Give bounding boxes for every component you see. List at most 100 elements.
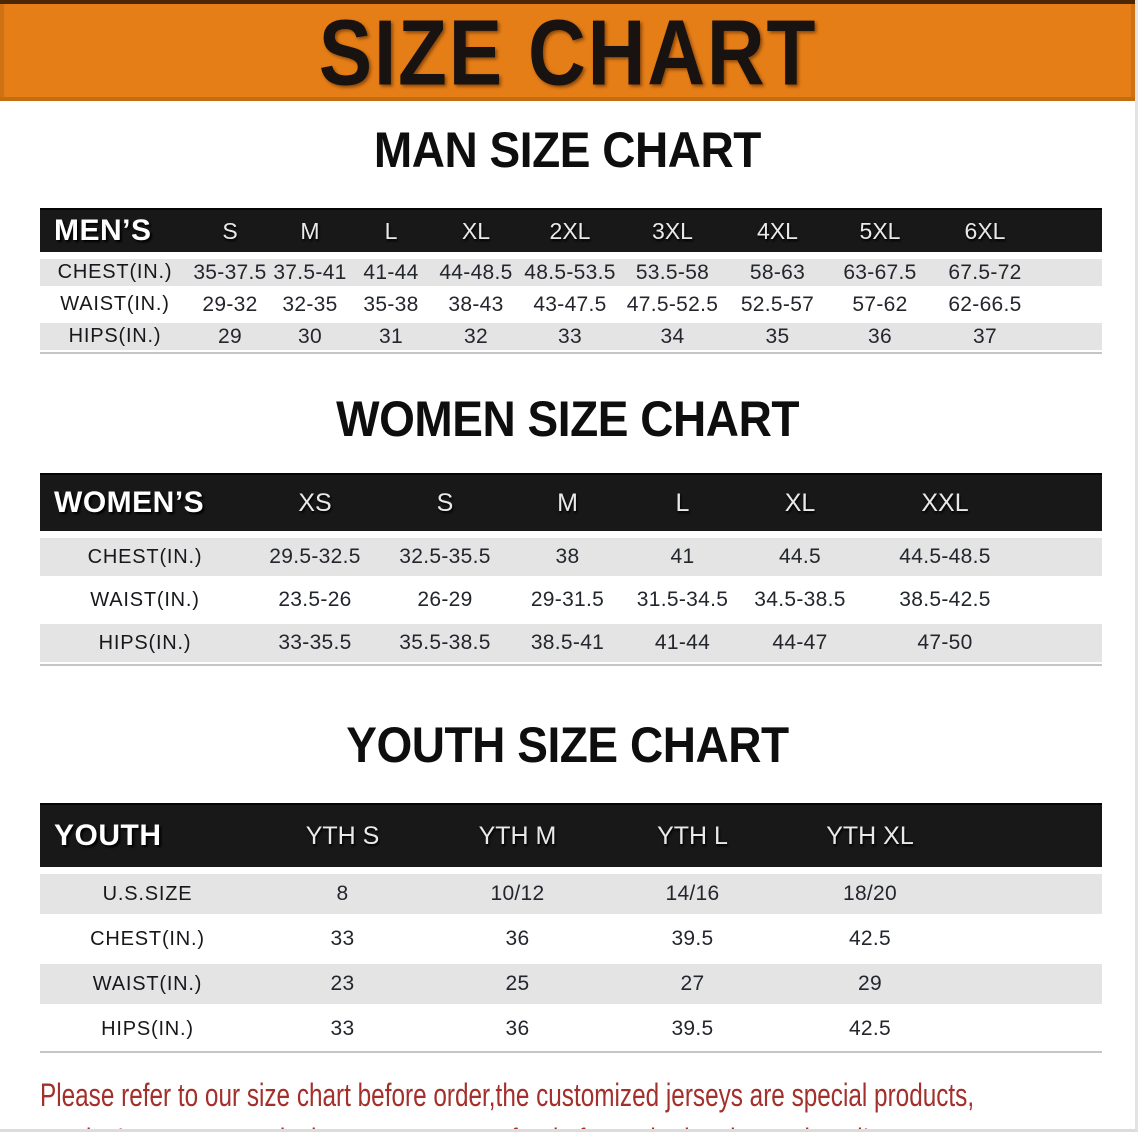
size-cell: 47-50 [860,621,1030,664]
size-cell: 44.5-48.5 [860,535,1030,578]
filler-cell [1040,288,1102,320]
size-cell: 31 [350,320,432,352]
size-cell: 23 [255,961,430,1006]
column-header: 2XL [520,208,620,256]
size-cell: 14/16 [605,871,780,916]
filler-cell [960,1006,1102,1051]
size-cell: 29.5-32.5 [250,535,380,578]
size-cell: 23.5-26 [250,578,380,621]
size-cell: 42.5 [780,916,960,961]
size-cell: 27 [605,961,780,1006]
men-chart-heading-text: MAN SIZE CHART [373,122,762,178]
row-label: CHEST(IN.) [40,535,250,578]
size-cell: 33 [255,916,430,961]
column-header: XS [250,473,380,535]
table-row: HIPS(IN.) 33 36 39.5 42.5 [40,1006,1102,1051]
youth-chart-heading: YOUTH SIZE CHART [0,720,1135,778]
header-row: YOUTH YTH S YTH M YTH L YTH XL [40,803,1102,871]
size-cell: 35-38 [350,288,432,320]
size-cell: 26-29 [380,578,510,621]
filler-cell [1030,535,1102,578]
size-cell: 38.5-42.5 [860,578,1030,621]
size-cell: 42.5 [780,1006,960,1051]
size-cell: 35 [725,320,830,352]
column-header: L [350,208,432,256]
size-cell: 67.5-72 [930,256,1040,288]
row-label: U.S.SIZE [40,871,255,916]
table-row: CHEST(IN.) 29.5-32.5 32.5-35.5 38 41 44.5 44.5… [40,535,1102,578]
size-cell: 57-62 [830,288,930,320]
row-label: WAIST(IN.) [40,961,255,1006]
size-cell: 29-31.5 [510,578,625,621]
table-row: U.S.SIZE 8 10/12 14/16 18/20 [40,871,1102,916]
size-cell: 32-35 [270,288,350,320]
size-cell: 34.5-38.5 [740,578,860,621]
size-cell: 30 [270,320,350,352]
filler-cell [960,916,1102,961]
row-label: CHEST(IN.) [40,916,255,961]
size-cell: 8 [255,871,430,916]
column-header: YTH XL [780,803,960,871]
size-cell: 33 [520,320,620,352]
size-cell: 43-47.5 [520,288,620,320]
size-cell: 37 [930,320,1040,352]
size-cell: 53.5-58 [620,256,725,288]
men-size-table: MEN’S S M L XL 2XL 3XL 4XL 5XL 6XL CHEST(IN.) 35-37… [40,208,1102,354]
banner-title: SIZE CHART [318,0,817,105]
size-cell: 29 [190,320,270,352]
column-header: YTH M [430,803,605,871]
table-row: CHEST(IN.) 33 36 39.5 42.5 [40,916,1102,961]
size-cell: 62-66.5 [930,288,1040,320]
column-header: 4XL [725,208,830,256]
size-cell: 41-44 [625,621,740,664]
size-cell: 36 [430,1006,605,1051]
size-cell: 41-44 [350,256,432,288]
banner: SIZE CHART [0,0,1135,101]
table-row: CHEST(IN.) 35-37.5 37.5-41 41-44 44-48.5 48.5… [40,256,1102,288]
size-cell: 39.5 [605,916,780,961]
size-cell: 44-48.5 [432,256,520,288]
size-cell: 35-37.5 [190,256,270,288]
column-header: 5XL [830,208,930,256]
column-header: YTH S [255,803,430,871]
size-cell: 38.5-41 [510,621,625,664]
table-corner-label: WOMEN’S [40,473,250,535]
size-cell: 25 [430,961,605,1006]
header-row: WOMEN’S XS S M L XL XXL [40,473,1102,535]
filler-cell [1040,320,1102,352]
row-label: HIPS(IN.) [40,320,190,352]
footer-note-line-2: we don't accept cancel, change, teturn o… [40,1118,872,1129]
size-cell: 52.5-57 [725,288,830,320]
women-chart-heading: WOMEN SIZE CHART [0,394,1135,452]
filler-cell [1040,256,1102,288]
header-row: MEN’S S M L XL 2XL 3XL 4XL 5XL 6XL [40,208,1102,256]
filler-cell [1030,578,1102,621]
column-header: XXL [860,473,1030,535]
size-cell: 58-63 [725,256,830,288]
women-size-table: WOMEN’S XS S M L XL XXL CHEST(IN.) 29.5-32.5 32.5… [40,473,1102,666]
table-row: WAIST(IN.) 23.5-26 26-29 29-31.5 31.5-34.5 34… [40,578,1102,621]
column-header: 6XL [930,208,1040,256]
column-header: S [190,208,270,256]
filler-cell [960,961,1102,1006]
row-label: WAIST(IN.) [40,288,190,320]
size-cell: 35.5-38.5 [380,621,510,664]
size-cell: 38 [510,535,625,578]
row-label: CHEST(IN.) [40,256,190,288]
size-cell: 10/12 [430,871,605,916]
size-cell: 48.5-53.5 [520,256,620,288]
youth-size-table: YOUTH YTH S YTH M YTH L YTH XL U.S.SIZE 8 10/12… [40,803,1102,1053]
size-cell: 31.5-34.5 [625,578,740,621]
size-cell: 63-67.5 [830,256,930,288]
size-cell: 29 [780,961,960,1006]
table-row: HIPS(IN.) 29 30 31 32 33 34 35 36 37 [40,320,1102,352]
table-row: HIPS(IN.) 33-35.5 35.5-38.5 38.5-41 41-44 44-… [40,621,1102,664]
column-header: YTH L [605,803,780,871]
size-cell: 34 [620,320,725,352]
table-row: WAIST(IN.) 23 25 27 29 [40,961,1102,1006]
men-chart-heading: MAN SIZE CHART [0,122,1135,183]
size-cell: 47.5-52.5 [620,288,725,320]
footer-note: Please refer to our size chart before or… [40,1073,1135,1129]
column-header: XL [740,473,860,535]
